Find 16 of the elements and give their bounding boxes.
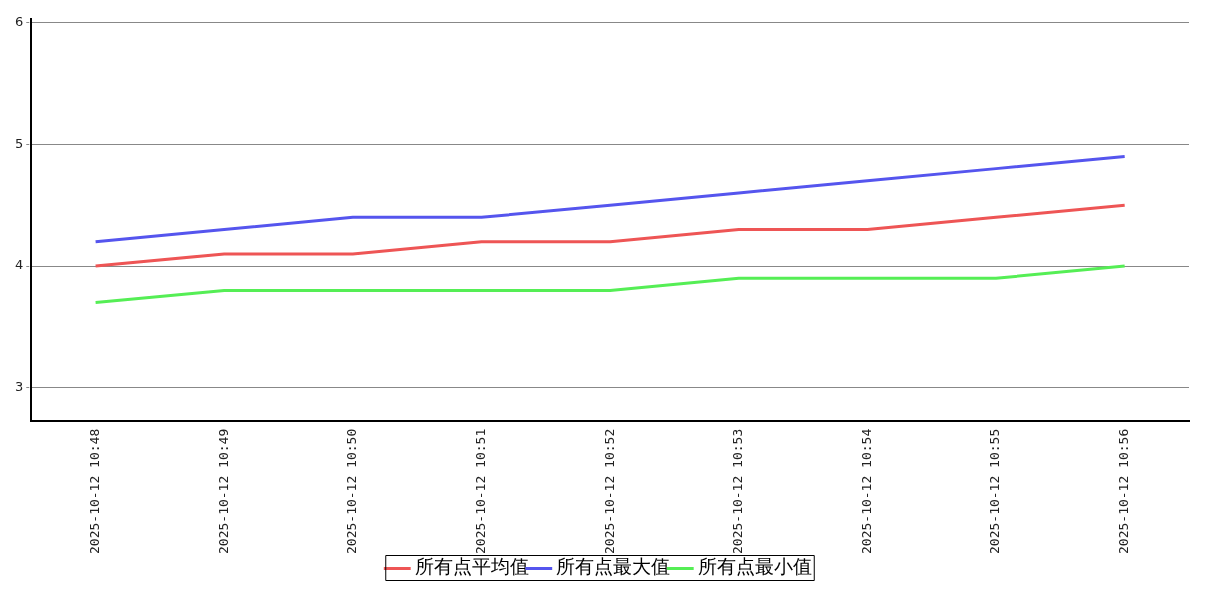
x-tick-label: 2025-10-12 10:51	[472, 428, 488, 555]
x-tick-label: 2025-10-12 10:49	[215, 428, 231, 555]
x-tick-label: 2025-10-12 10:56	[1116, 428, 1132, 555]
x-tick-label: 2025-10-12 10:48	[86, 428, 102, 555]
x-tick-label: 2025-10-12 10:53	[730, 428, 746, 555]
y-tick-label: 6	[14, 13, 24, 29]
legend-label: 所有点平均值	[414, 555, 529, 578]
y-tick-label: 5	[14, 135, 24, 151]
x-tick-label: 2025-10-12 10:52	[601, 428, 617, 555]
legend-label: 所有点最小值	[697, 555, 812, 578]
y-tick-label: 3	[14, 379, 24, 395]
legend-label: 所有点最大值	[556, 555, 671, 578]
x-tick-label: 2025-10-12 10:54	[858, 428, 874, 555]
y-tick-label: 4	[14, 257, 24, 273]
x-tick-label: 2025-10-12 10:55	[987, 428, 1003, 555]
x-tick-label: 2025-10-12 10:50	[344, 428, 360, 555]
